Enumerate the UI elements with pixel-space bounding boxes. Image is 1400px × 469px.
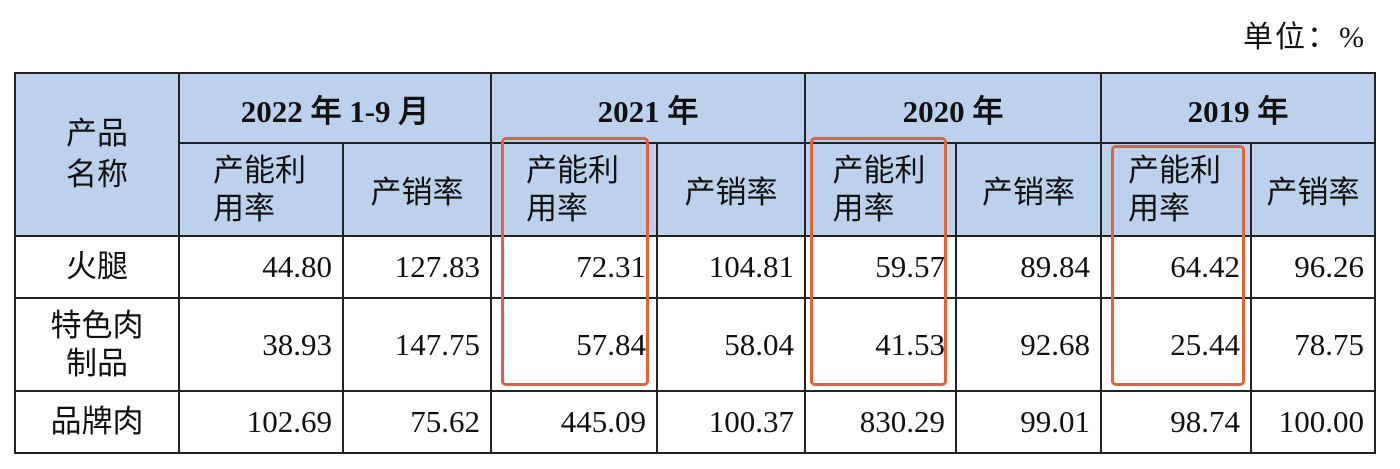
sub-header: 产销率 (1250, 142, 1377, 237)
year-header: 2021 年 (490, 72, 807, 144)
value-cell: 75.62 (341, 390, 493, 454)
cell-text: 产能利用率 (212, 153, 306, 226)
cell-text: 产销率 (370, 175, 464, 210)
sub-header: 产能利用率 (490, 142, 659, 237)
sub-header: 产销率 (656, 142, 807, 237)
value-cell: 64.42 (1100, 235, 1253, 299)
data-table: 产品名称 2022 年 1-9 月 2021 年 2020 年 2019 年产能利用率产… (14, 72, 1377, 454)
highlight-box (501, 137, 649, 386)
data-row: 特色肉制品 38.93 147.75 57.84 58.04 41.53 92.68 25.4… (14, 297, 1377, 392)
value-cell: 830.29 (804, 390, 958, 454)
value-cell: 41.53 (804, 297, 958, 392)
value-cell: 104.81 (656, 235, 807, 299)
value-cell: 100.00 (1250, 390, 1377, 454)
cell-text: 火腿 (66, 249, 128, 285)
cell-text: 产能利用率 (1127, 153, 1221, 226)
value-cell: 99.01 (955, 390, 1103, 454)
value-cell: 25.44 (1100, 297, 1253, 392)
value-cell: 92.68 (955, 297, 1103, 392)
unit-label: 单位：% (1243, 21, 1366, 54)
cell-text: 产销率 (684, 175, 778, 210)
sub-header: 产销率 (341, 142, 493, 237)
sub-header: 产能利用率 (804, 142, 958, 237)
value-cell: 89.84 (955, 235, 1103, 299)
value-cell: 44.80 (178, 235, 344, 299)
cell-text: 特色肉制品 (50, 308, 144, 381)
cell-text: 品牌肉 (50, 404, 144, 440)
value-cell: 59.57 (804, 235, 958, 299)
value-cell: 57.84 (490, 297, 659, 392)
product-name: 特色肉制品 (14, 297, 180, 392)
value-cell: 102.69 (178, 390, 344, 454)
cell-text: 产能利用率 (832, 153, 926, 226)
product-name: 火腿 (14, 235, 180, 299)
cell-text: 产销率 (1266, 175, 1360, 210)
value-cell: 98.74 (1100, 390, 1253, 454)
sub-header: 产能利用率 (1100, 142, 1253, 237)
highlight-box (810, 137, 947, 386)
value-cell: 72.31 (490, 235, 659, 299)
sub-header: 产销率 (955, 142, 1103, 237)
value-cell: 58.04 (656, 297, 807, 392)
sub-header: 产能利用率 (178, 142, 344, 237)
value-cell: 127.83 (341, 235, 493, 299)
cell-text: 产品名称 (66, 116, 128, 192)
cell-text: 产销率 (982, 175, 1076, 210)
value-cell: 445.09 (490, 390, 659, 454)
header-row: 产品名称 2022 年 1-9 月 2021 年 2020 年 2019 年 (14, 72, 1377, 237)
product-name: 品牌肉 (14, 390, 180, 454)
value-cell: 96.26 (1250, 235, 1377, 299)
data-row: 火腿 44.80 127.83 72.31 104.81 59.57 89.84 64.42 9… (14, 235, 1377, 299)
value-cell: 38.93 (178, 297, 344, 392)
header-cell: 产品名称 (14, 72, 180, 237)
data-row: 品牌肉 102.69 75.62 445.09 100.37 830.29 99.01 98.… (14, 390, 1377, 454)
value-cell: 147.75 (341, 297, 493, 392)
value-cell: 78.75 (1250, 297, 1377, 392)
year-header: 2019 年 (1100, 72, 1377, 144)
year-header: 2020 年 (804, 72, 1103, 144)
value-cell: 100.37 (656, 390, 807, 454)
highlight-box (1111, 145, 1245, 386)
header-row: 产能利用率 产销率 产能利用率 产销率 产能利用率 产销率 产能利用率 产销率 (15, 142, 1377, 237)
year-header: 2022 年 1-9 月 (177, 72, 493, 144)
cell-text: 产能利用率 (525, 153, 619, 226)
